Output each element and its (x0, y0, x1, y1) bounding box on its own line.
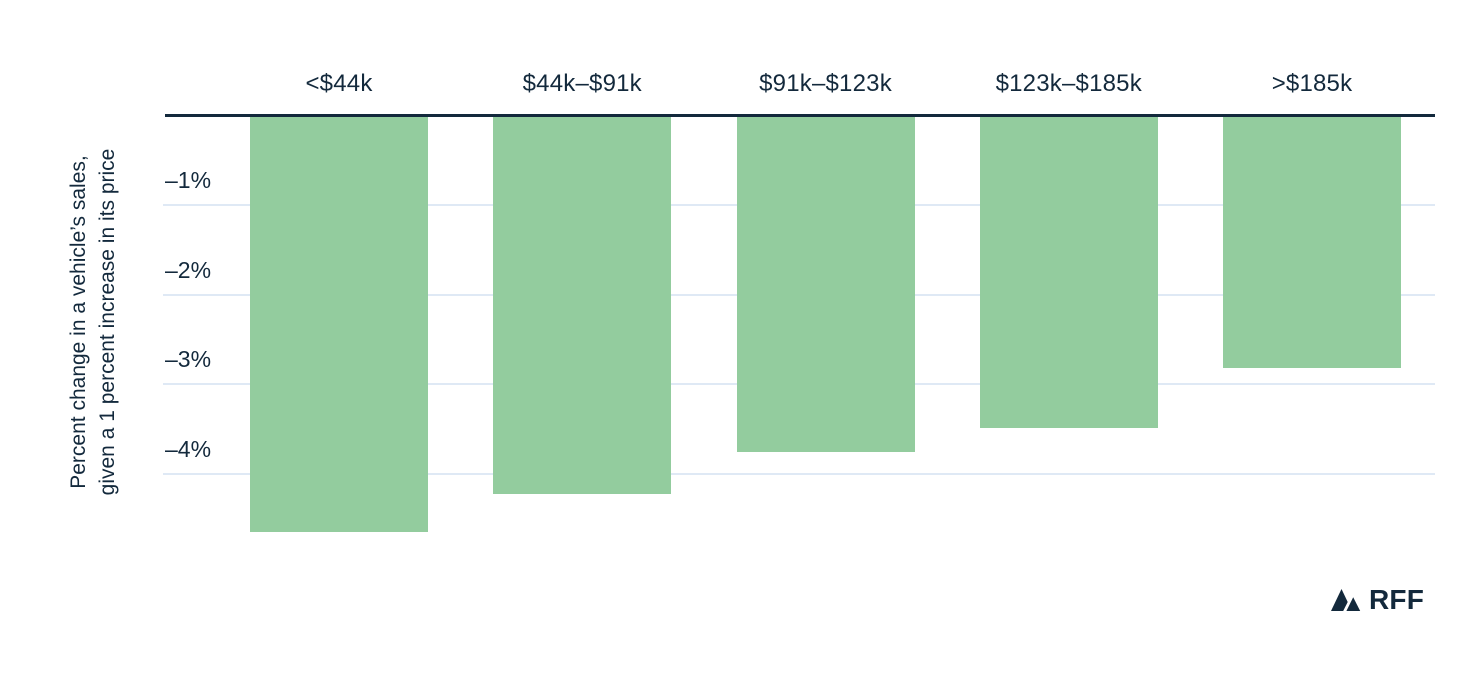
bar-2 (736, 117, 915, 453)
x-axis-line (165, 114, 1435, 117)
rff-logo: RFF (1331, 584, 1424, 616)
bar-0 (250, 117, 428, 532)
mountains-icon (1331, 589, 1361, 611)
y-tick-label-1: –2% (165, 256, 212, 283)
y-tick-label-3: –4% (165, 435, 212, 462)
y-axis-label-line2: given a 1 percent increase in its price (96, 148, 119, 496)
logo-text: RFF (1369, 583, 1425, 615)
gridline-3 (163, 472, 1435, 475)
y-axis-label: Percent change in a vehicle’s sales, giv… (64, 102, 124, 542)
y-tick-label-2: –3% (165, 346, 212, 373)
bar-3 (979, 117, 1158, 428)
category-label-4: >$185k (1271, 70, 1353, 97)
category-label-3: $123k–$185k (995, 70, 1142, 97)
category-label-0: <$44k (305, 70, 373, 97)
bar-1 (493, 117, 672, 495)
y-axis-label-line1: Percent change in a vehicle’s sales, (67, 155, 90, 489)
y-tick-label-0: –1% (165, 167, 212, 194)
category-label-1: $44k–$91k (522, 70, 642, 97)
category-label-2: $91k–$123k (759, 70, 892, 97)
bar-4 (1223, 117, 1401, 369)
